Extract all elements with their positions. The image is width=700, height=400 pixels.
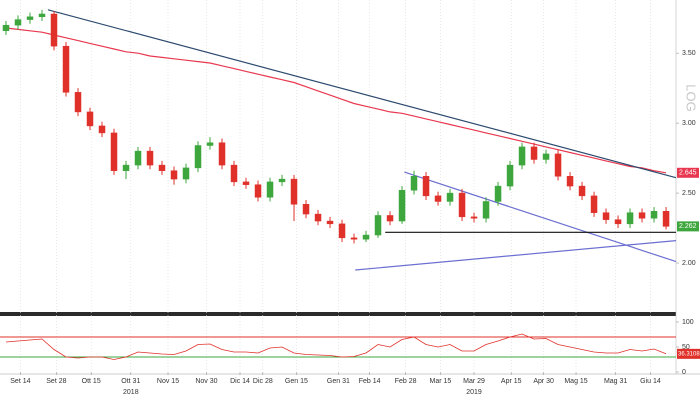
candle-body xyxy=(662,211,670,227)
candle-body xyxy=(446,192,454,202)
candle-body xyxy=(578,185,586,197)
candle-body xyxy=(626,212,634,225)
candle-body xyxy=(470,216,478,219)
x-tick-label: Feb 14 xyxy=(359,378,381,385)
x-tick-label: Mag 15 xyxy=(564,378,587,385)
candle-body xyxy=(350,237,358,240)
candle-body xyxy=(242,181,250,185)
candle-body xyxy=(14,19,22,26)
candle-body xyxy=(518,146,526,166)
trend-line xyxy=(47,9,677,179)
y-tick-label: 2.50 xyxy=(682,190,696,197)
candle-body xyxy=(614,219,622,225)
candle-body xyxy=(86,111,94,127)
candle-body xyxy=(290,178,298,205)
y-tick-label: 3.50 xyxy=(682,50,696,57)
candle-body xyxy=(374,215,382,236)
x-tick-label: Ott 15 xyxy=(82,378,101,385)
rsi-tick-label: 50 xyxy=(682,344,690,351)
x-tick-label: Apr 30 xyxy=(533,378,554,385)
x-tick-label: Nov 30 xyxy=(195,378,217,385)
trend-line xyxy=(355,240,677,271)
candle-body xyxy=(326,220,334,225)
candle-body xyxy=(50,13,58,47)
year-label: 2018 xyxy=(123,389,139,396)
candle-body xyxy=(638,212,646,219)
candle-body xyxy=(266,181,274,198)
candle-body xyxy=(590,195,598,213)
candle-body xyxy=(74,92,82,113)
y-tick-label: 2.00 xyxy=(682,260,696,267)
value-box xyxy=(677,221,699,232)
candle-body xyxy=(602,212,610,220)
year-label: 2019 xyxy=(466,389,482,396)
x-tick-label: Mag 31 xyxy=(604,378,627,385)
candle-body xyxy=(494,185,502,202)
rsi-value-label: 36.3108 xyxy=(678,351,700,357)
candle-body xyxy=(386,215,394,222)
candle-body xyxy=(278,178,286,183)
candle-body xyxy=(38,13,46,18)
panel-separator xyxy=(0,312,676,316)
rsi-line xyxy=(5,333,667,360)
candle-body xyxy=(422,176,430,197)
candle-body xyxy=(218,142,226,166)
candle-body xyxy=(398,190,406,222)
candle-body xyxy=(194,145,202,169)
x-tick-label: Set 14 xyxy=(10,378,30,385)
candle-body xyxy=(314,213,322,222)
candle-body xyxy=(554,153,562,177)
candle-body xyxy=(338,223,346,239)
candle-body xyxy=(650,211,658,219)
x-tick-label: Dic 14 xyxy=(230,378,250,385)
candle-body xyxy=(230,164,238,183)
value-box xyxy=(677,348,700,359)
candle-body xyxy=(134,150,142,166)
candle-body xyxy=(26,16,34,20)
candle-body xyxy=(62,45,70,93)
candle-body xyxy=(158,164,166,171)
x-tick-label: Dic 28 xyxy=(253,378,273,385)
candle-body xyxy=(302,204,310,215)
x-tick-label: Nov 15 xyxy=(157,378,179,385)
trend-line xyxy=(404,171,677,263)
x-tick-label: Ott 31 xyxy=(121,378,140,385)
candle-body xyxy=(206,142,214,146)
candle-body xyxy=(170,170,178,180)
rsi-tick-label: 0 xyxy=(682,369,686,376)
x-tick-label: Set 28 xyxy=(46,378,66,385)
candle-body xyxy=(182,167,190,180)
candle-body xyxy=(458,192,466,218)
value-label: 2.645 xyxy=(679,170,697,177)
candle-body xyxy=(110,132,118,171)
candle-body xyxy=(482,201,490,219)
candle-body xyxy=(98,125,106,134)
x-tick-label: Gen 15 xyxy=(285,378,308,385)
x-tick-label: Feb 28 xyxy=(395,378,417,385)
x-tick-label: Giu 14 xyxy=(640,378,661,385)
value-label: 2.262 xyxy=(679,223,697,230)
candle-body xyxy=(146,150,154,166)
candle-body xyxy=(434,195,442,202)
candle-body xyxy=(566,176,574,187)
candle-body xyxy=(530,146,538,160)
x-tick-label: Mar 29 xyxy=(463,378,485,385)
x-tick-label: Gen 31 xyxy=(327,378,350,385)
candle-body xyxy=(254,184,262,198)
candle-body xyxy=(362,234,370,240)
rsi-tick-label: 100 xyxy=(682,319,694,326)
candle-body xyxy=(542,153,550,160)
x-tick-label: Mar 15 xyxy=(430,378,452,385)
log-button[interactable]: LOG xyxy=(684,84,699,111)
candle-body xyxy=(410,176,418,191)
candle-body xyxy=(506,164,514,187)
candle-body xyxy=(122,164,130,171)
candle-body xyxy=(2,24,10,32)
value-box xyxy=(677,167,699,178)
moving-average xyxy=(5,27,667,174)
y-tick-label: 3.00 xyxy=(682,120,696,127)
x-tick-label: Apr 15 xyxy=(501,378,522,385)
